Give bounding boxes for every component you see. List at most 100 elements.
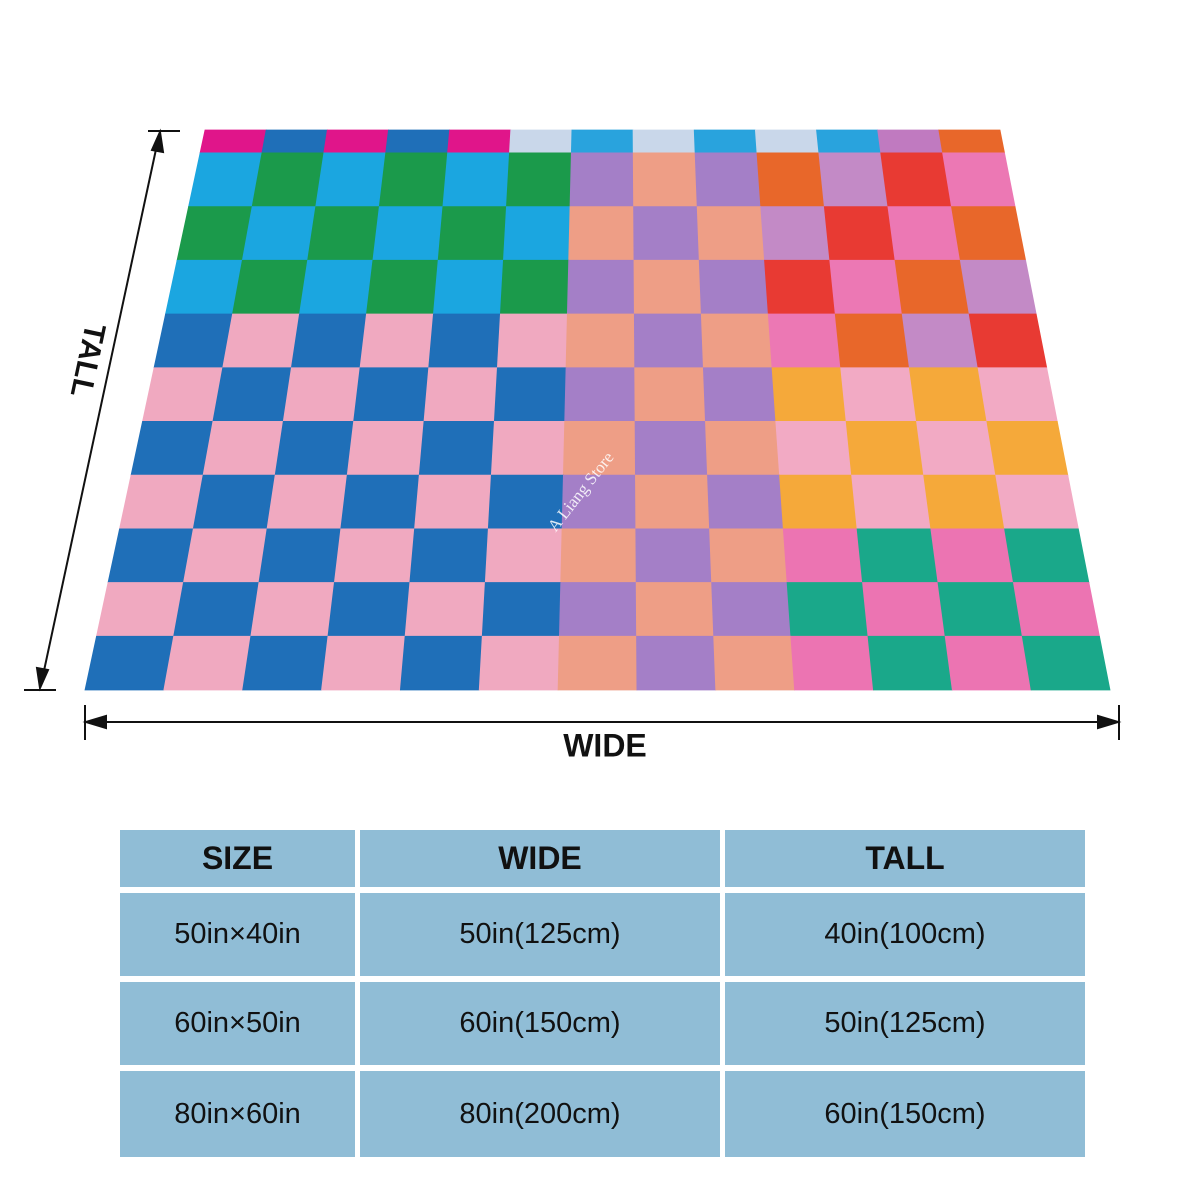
check-square [771,367,847,422]
check-square [877,129,944,154]
check-square [176,206,253,261]
check-square [274,421,355,476]
check-square [632,152,698,208]
check-square [432,259,504,315]
check-square [937,582,1023,637]
check-square [634,367,706,422]
check-square [632,129,696,154]
check-square [775,421,853,476]
check-square [693,129,758,154]
check-square [709,528,788,583]
check-square [399,635,483,691]
blanket-illustration: A Liang Store TALL WIDE [24,128,1122,763]
check-square [760,206,831,261]
check-square [182,528,268,583]
check-square [779,474,858,530]
check-square [282,367,361,422]
check-square [558,582,637,637]
check-square [232,259,309,315]
check-square [1004,528,1090,583]
check-square [242,635,329,691]
check-square [212,367,292,422]
check-square [409,528,489,583]
check-square [315,152,387,208]
check-square [404,582,486,637]
check-square [698,259,769,315]
check-square [829,259,903,315]
check-square [694,152,762,208]
check-square [977,367,1058,422]
table-cell: 60in(150cm) [725,1071,1085,1157]
check-square [568,206,635,261]
check-square [142,367,224,422]
check-square [557,635,638,691]
check-square [564,367,636,422]
check-square [880,152,952,208]
check-square [96,582,184,637]
wide-label: WIDE [563,727,647,763]
check-square [764,259,836,315]
table-cell: 60in×50in [120,982,355,1065]
check-square [499,259,570,315]
check-square [823,206,896,261]
check-square [188,152,263,208]
check-square [908,367,988,422]
check-square [258,528,342,583]
check-square [995,474,1079,530]
check-square [119,474,204,530]
check-square [816,129,882,154]
check-square [570,129,634,154]
arrow-head [150,128,165,154]
check-square [790,635,874,691]
check-square [250,582,335,637]
check-square [366,259,439,315]
check-square [414,474,492,530]
check-square [1012,582,1100,637]
check-square [340,474,420,530]
check-square [165,259,243,315]
check-square [930,528,1014,583]
table-cell: 80in×60in [120,1071,355,1157]
check-square [845,421,925,476]
check-square [481,582,562,637]
check-square [107,528,194,583]
check-square [636,635,717,691]
check-square [705,421,780,476]
arrow-line [41,139,159,681]
check-square [635,528,713,583]
header-cell: TALL [725,830,1085,887]
check-square [327,582,411,637]
header-cell: WIDE [360,830,720,887]
check-square [478,635,560,691]
check-square [261,129,328,154]
check-square [635,474,710,530]
check-square [923,474,1006,530]
check-square [192,474,276,530]
check-square [754,129,820,154]
check-square [307,206,380,261]
check-square [428,313,501,369]
check-square [385,129,451,154]
check-square [938,129,1005,154]
tall-arrow [24,128,180,692]
check-square [346,421,425,476]
check-square [968,313,1048,369]
check-square [321,635,406,691]
table-cell: 50in(125cm) [360,893,720,976]
check-square [496,313,568,369]
check-square [199,129,267,154]
check-square [840,367,917,422]
table-cell: 60in(150cm) [360,982,720,1065]
check-square [944,635,1032,691]
check-square [423,367,498,422]
arrow-head [82,714,107,730]
check-square [222,313,300,369]
check-square [894,259,970,315]
check-square [202,421,284,476]
table-cell: 50in(125cm) [725,982,1085,1065]
check-square [887,206,961,261]
check-square [442,152,510,208]
check-square [506,152,572,208]
check-square [447,129,512,154]
